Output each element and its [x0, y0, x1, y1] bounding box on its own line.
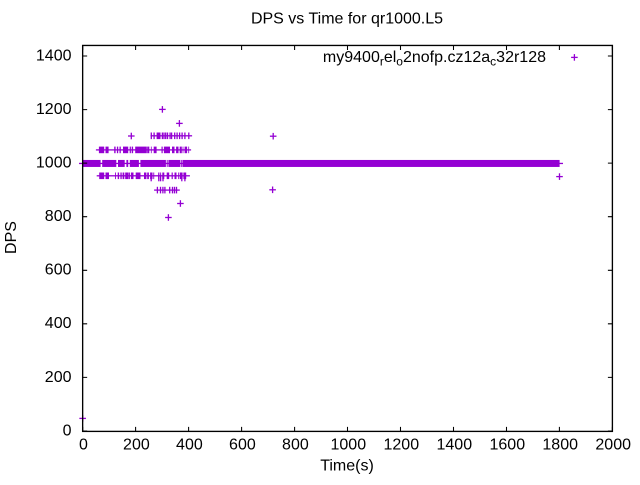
svg-text:1200: 1200 [384, 437, 420, 454]
svg-text:DPS vs Time for qr1000.L5: DPS vs Time for qr1000.L5 [251, 11, 443, 28]
svg-text:1800: 1800 [542, 437, 578, 454]
svg-text:1400: 1400 [36, 47, 72, 64]
svg-text:800: 800 [45, 208, 72, 225]
svg-text:DPS: DPS [3, 221, 20, 254]
svg-text:400: 400 [45, 315, 72, 332]
svg-text:600: 600 [229, 437, 256, 454]
svg-text:200: 200 [45, 369, 72, 386]
svg-text:2000: 2000 [595, 437, 631, 454]
svg-text:1200: 1200 [36, 101, 72, 118]
svg-text:1000: 1000 [331, 437, 367, 454]
svg-text:400: 400 [176, 437, 203, 454]
svg-text:Time(s): Time(s) [320, 457, 374, 474]
svg-text:600: 600 [45, 262, 72, 279]
svg-text:1000: 1000 [36, 155, 72, 172]
svg-text:my9400relo2nofp.cz12ac32r128: my9400relo2nofp.cz12ac32r128 [323, 49, 546, 69]
svg-text:200: 200 [123, 437, 150, 454]
svg-text:1600: 1600 [490, 437, 526, 454]
svg-text:0: 0 [79, 437, 88, 454]
svg-text:0: 0 [63, 422, 72, 439]
svg-text:1400: 1400 [437, 437, 473, 454]
svg-text:800: 800 [282, 437, 309, 454]
